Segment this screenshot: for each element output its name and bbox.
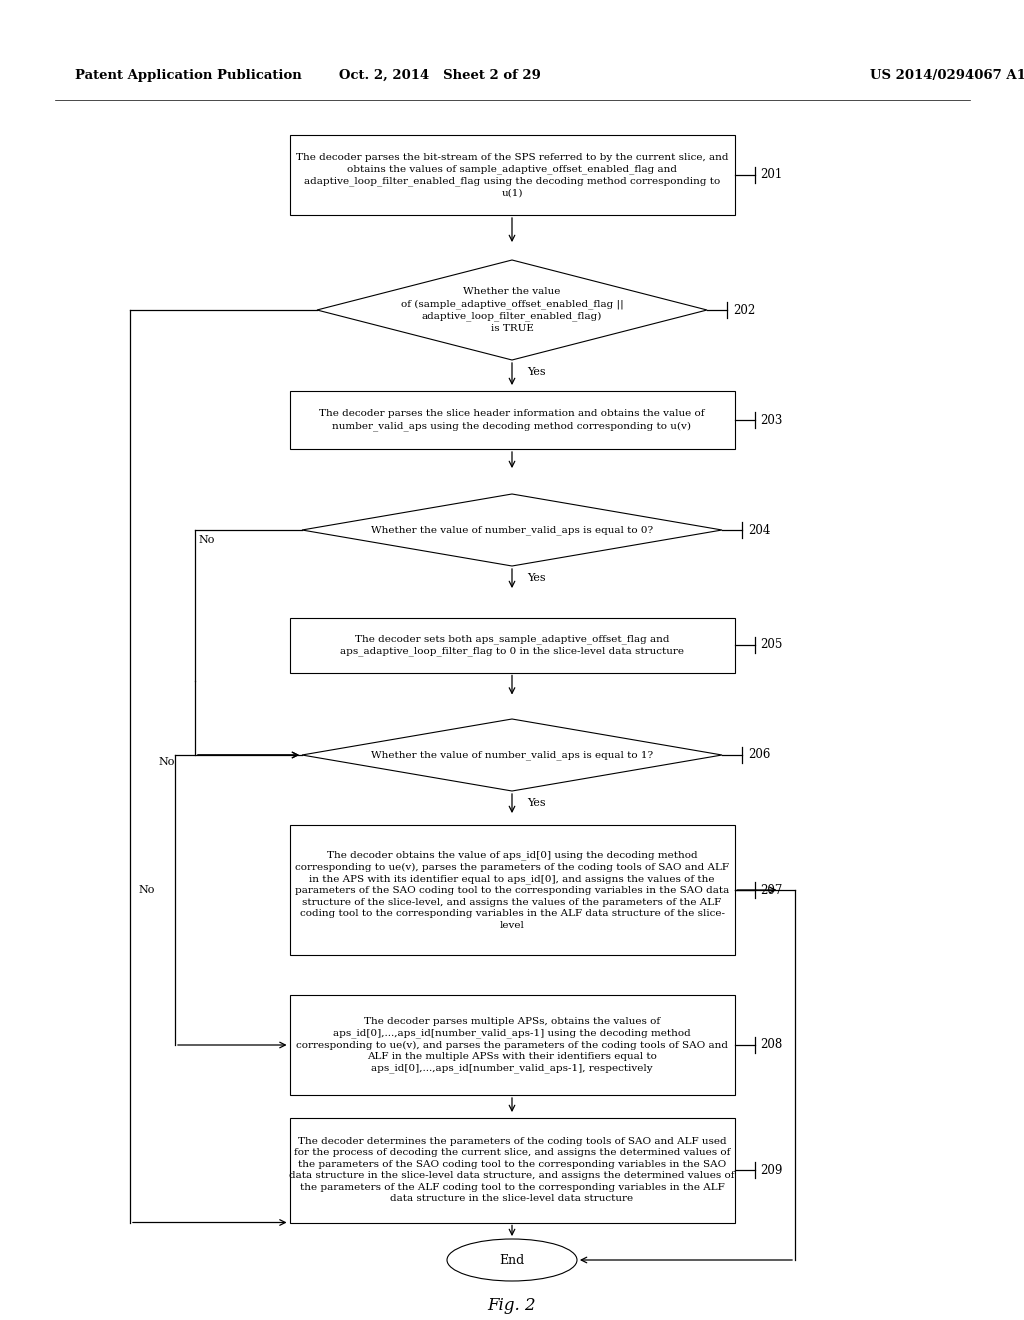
Text: 204: 204 <box>748 524 770 536</box>
Text: 203: 203 <box>761 413 783 426</box>
Text: 202: 202 <box>733 304 756 317</box>
Ellipse shape <box>447 1239 577 1280</box>
Text: The decoder parses multiple APSs, obtains the values of
aps_id[0],...,aps_id[num: The decoder parses multiple APSs, obtain… <box>296 1016 728 1073</box>
Text: Whether the value of number_valid_aps is equal to 1?: Whether the value of number_valid_aps is… <box>371 750 653 760</box>
Text: 209: 209 <box>761 1163 783 1176</box>
Text: The decoder determines the parameters of the coding tools of SAO and ALF used
fo: The decoder determines the parameters of… <box>289 1137 735 1203</box>
Text: 205: 205 <box>761 639 783 652</box>
Text: Whether the value of number_valid_aps is equal to 0?: Whether the value of number_valid_aps is… <box>371 525 653 535</box>
Text: No: No <box>198 535 214 545</box>
Text: Patent Application Publication: Patent Application Publication <box>75 69 302 82</box>
Text: Yes: Yes <box>527 367 546 378</box>
FancyBboxPatch shape <box>290 391 734 449</box>
Text: Oct. 2, 2014   Sheet 2 of 29: Oct. 2, 2014 Sheet 2 of 29 <box>339 69 541 82</box>
Text: Yes: Yes <box>527 799 546 808</box>
Text: Fig. 2: Fig. 2 <box>487 1296 537 1313</box>
Text: No: No <box>138 884 155 895</box>
Polygon shape <box>317 260 707 360</box>
Text: Yes: Yes <box>527 573 546 583</box>
Text: The decoder parses the bit-stream of the SPS referred to by the current slice, a: The decoder parses the bit-stream of the… <box>296 153 728 198</box>
FancyBboxPatch shape <box>290 135 734 215</box>
FancyBboxPatch shape <box>290 1118 734 1222</box>
Text: No: No <box>159 756 175 767</box>
Text: The decoder obtains the value of aps_id[0] using the decoding method
correspondi: The decoder obtains the value of aps_id[… <box>295 850 729 929</box>
FancyBboxPatch shape <box>290 825 734 954</box>
Text: 206: 206 <box>748 748 770 762</box>
FancyBboxPatch shape <box>290 618 734 672</box>
Text: 201: 201 <box>761 169 782 181</box>
Text: End: End <box>500 1254 524 1266</box>
Text: The decoder parses the slice header information and obtains the value of
number_: The decoder parses the slice header info… <box>319 409 705 430</box>
Text: The decoder sets both aps_sample_adaptive_offset_flag and
aps_adaptive_loop_filt: The decoder sets both aps_sample_adaptiv… <box>340 634 684 656</box>
Text: US 2014/0294067 A1: US 2014/0294067 A1 <box>870 69 1024 82</box>
Text: 207: 207 <box>761 883 783 896</box>
Text: 208: 208 <box>761 1039 782 1052</box>
Polygon shape <box>302 494 722 566</box>
Polygon shape <box>302 719 722 791</box>
Text: Whether the value
of (sample_adaptive_offset_enabled_flag ||
adaptive_loop_filte: Whether the value of (sample_adaptive_of… <box>400 288 624 333</box>
FancyBboxPatch shape <box>290 995 734 1096</box>
